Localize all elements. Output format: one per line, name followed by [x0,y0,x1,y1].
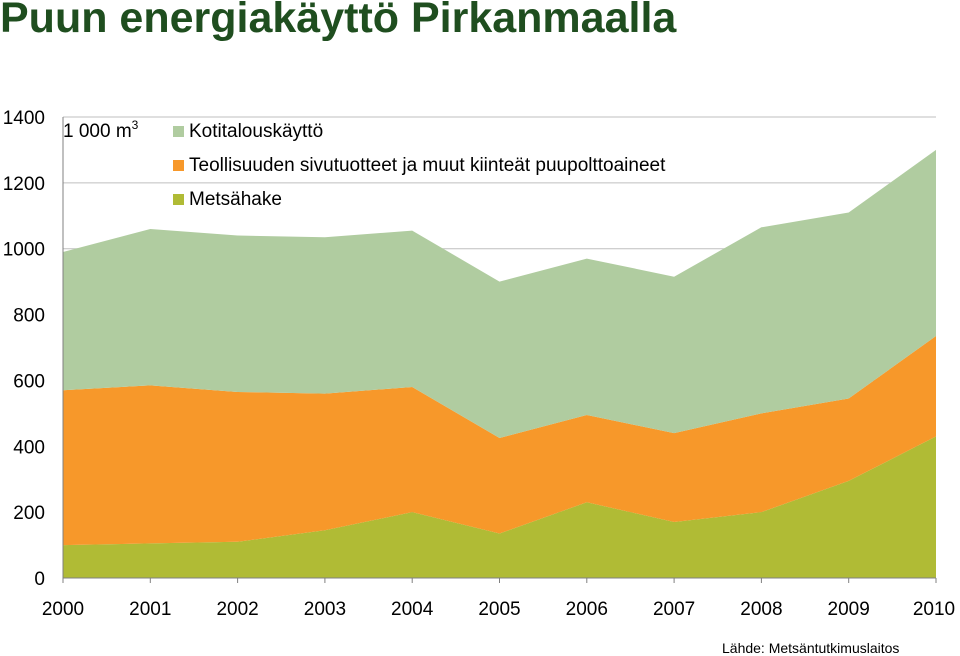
x-tick-label: 2000 [42,599,84,620]
unit-label-superscript: 3 [132,118,139,132]
y-axis-ticks: 0 200 400 600 800 1000 1200 1400 [3,108,45,590]
y-tick-label: 600 [13,371,45,392]
page-title: Puun energiakäyttö Pirkanmaalla [0,0,677,42]
legend: Kotitalouskäyttö Teollisuuden sivutuottee… [173,121,666,210]
x-tick-label: 2003 [304,599,346,620]
x-tick-label: 2006 [566,599,608,620]
source-note: Lähde: Metsäntutkimuslaitos [722,640,900,656]
x-tick-label: 2007 [653,599,695,620]
area-series-2 [63,335,936,546]
y-tick-label: 1200 [3,174,45,195]
legend-swatch [173,160,184,171]
legend-label: Kotitalouskäyttö [189,121,323,142]
legend-swatch [173,194,184,205]
x-tick-label: 2010 [913,599,955,620]
area-series [63,149,936,578]
x-tick-label: 2004 [391,599,434,620]
legend-swatch [173,126,184,137]
legend-label: Metsähake [189,189,282,210]
y-tick-label: 200 [13,503,45,524]
x-tick-label: 2008 [740,599,782,620]
x-tick-label: 2005 [478,599,520,620]
y-tick-label: 1400 [3,108,45,129]
area-series-3 [63,149,936,439]
x-axis-ticks: 2000 2001 2002 2003 2004 2005 2006 2007 2008 2009… [42,578,955,620]
area-series-1 [63,436,936,578]
legend-label: Teollisuuden sivutuotteet ja muut kiinte… [189,155,666,176]
unit-label-text: 1 000 m [63,121,132,142]
x-tick-label: 2001 [129,599,171,620]
y-tick-label: 0 [34,569,45,590]
x-tick-label: 2009 [828,599,870,620]
y-tick-label: 1000 [3,240,45,261]
y-tick-label: 400 [13,437,45,458]
unit-label: 1 000 m3 [63,118,139,142]
x-tick-label: 2002 [216,599,258,620]
y-tick-label: 800 [13,306,45,327]
